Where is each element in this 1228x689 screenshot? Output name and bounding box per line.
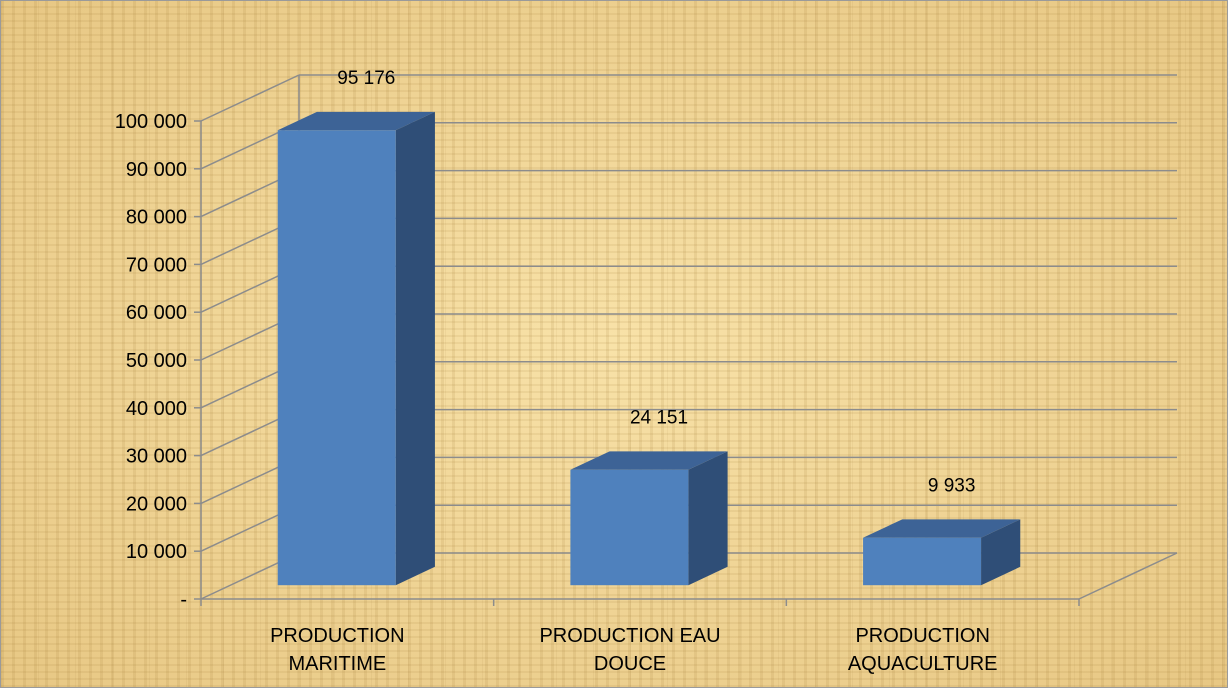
bar-side bbox=[981, 519, 1021, 586]
y-tick-label: 90 000 bbox=[126, 159, 187, 181]
y-tick-label: 20 000 bbox=[126, 493, 187, 515]
y-tick-label: 70 000 bbox=[126, 254, 187, 276]
bar bbox=[277, 130, 396, 586]
y-tick-label: 50 000 bbox=[126, 350, 187, 372]
bar-top bbox=[570, 451, 728, 470]
floor-edge-right bbox=[1078, 552, 1178, 600]
data-label: 24 151 bbox=[630, 407, 688, 428]
x-tick-label: PRODUCTION bbox=[855, 625, 989, 647]
x-tick-label: PRODUCTION EAU bbox=[539, 625, 720, 647]
y-tick-label: 30 000 bbox=[126, 446, 187, 468]
bar-side bbox=[395, 111, 435, 586]
y-tick-label: 60 000 bbox=[126, 302, 187, 324]
side-wall-gridline bbox=[200, 74, 300, 122]
x-tick-label: PRODUCTION bbox=[270, 625, 404, 647]
bar-top bbox=[863, 519, 1021, 538]
bar bbox=[863, 537, 982, 586]
y-tick-label: 10 000 bbox=[126, 541, 187, 563]
y-tick-label: 80 000 bbox=[126, 207, 187, 229]
bar-top bbox=[277, 111, 435, 131]
x-tick-label: AQUACULTURE bbox=[848, 653, 998, 675]
data-label: 9 933 bbox=[928, 475, 976, 496]
y-tick-label: 40 000 bbox=[126, 398, 187, 420]
data-label: 95 176 bbox=[337, 68, 395, 89]
y-tick-label: 100 000 bbox=[115, 111, 187, 133]
x-tick-label: DOUCE bbox=[594, 653, 666, 675]
x-tick-label: MARITIME bbox=[288, 653, 386, 675]
y-tick-label: - bbox=[180, 589, 187, 611]
bar bbox=[570, 469, 689, 586]
bar-side bbox=[688, 451, 728, 586]
